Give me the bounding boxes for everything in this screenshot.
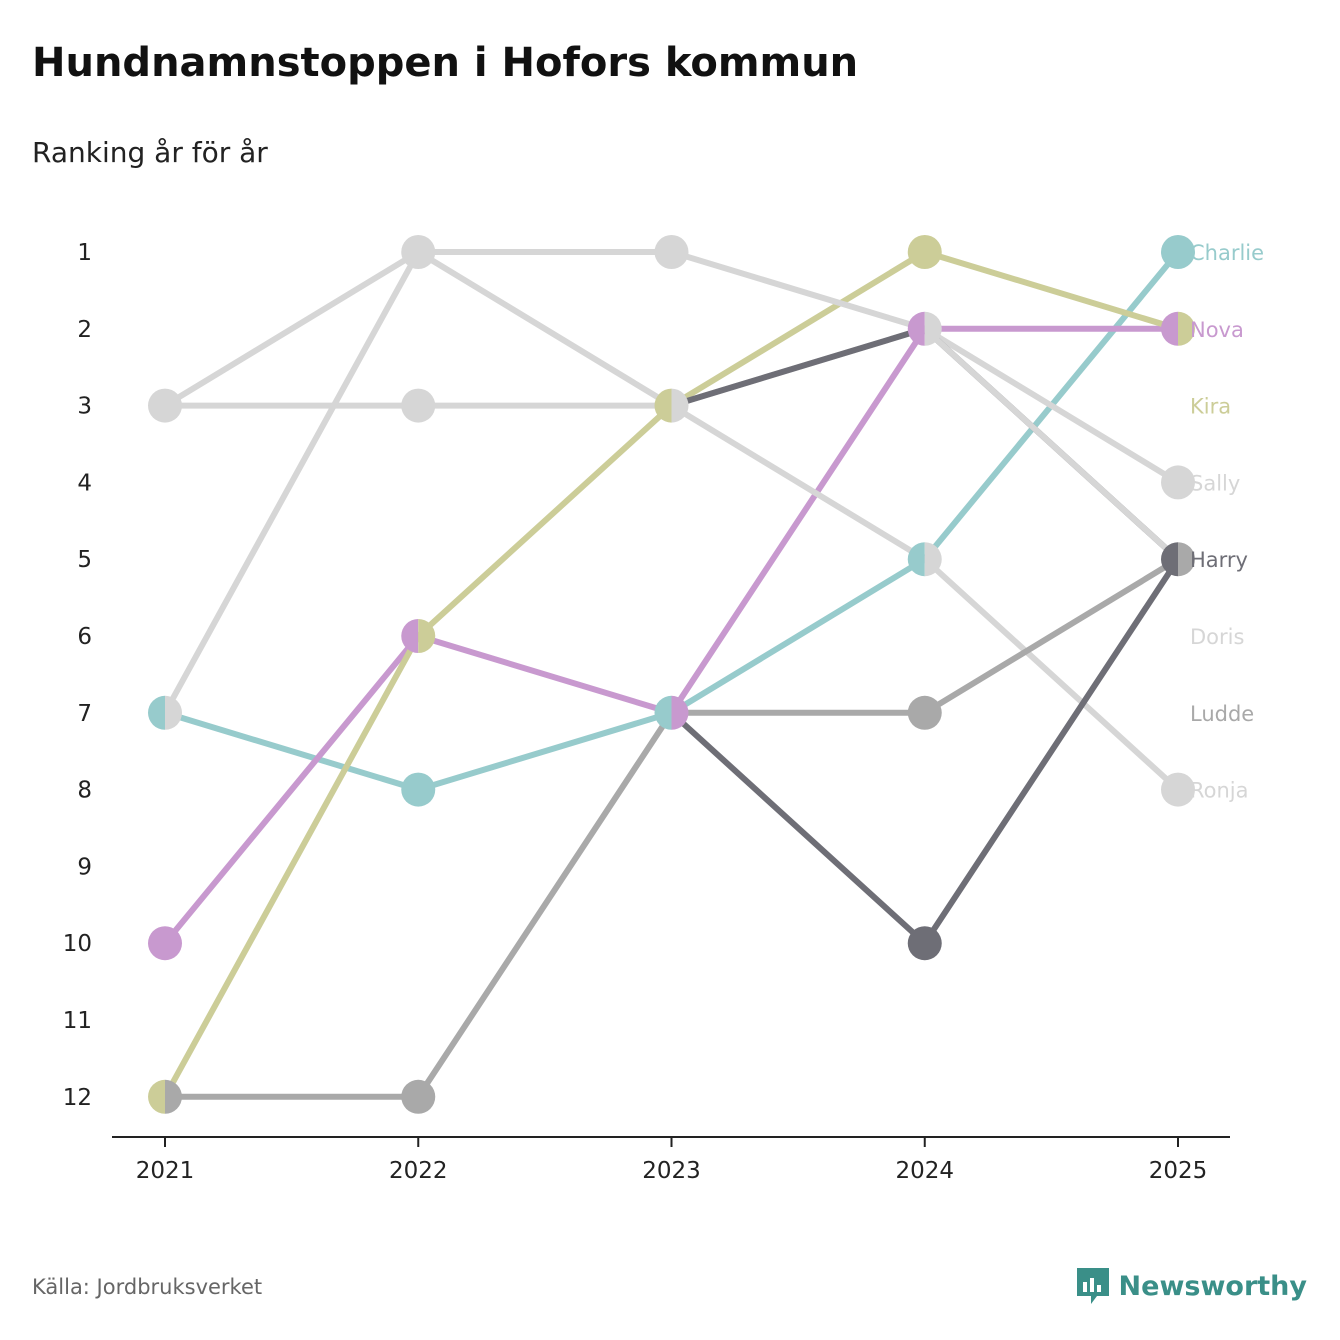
series-point-ludde-2022 — [401, 1079, 436, 1114]
series-point-harry-2024 — [907, 926, 942, 961]
series-point-nova-2022-right — [418, 619, 436, 653]
series-line-ludde — [162, 556, 1181, 1100]
series-point-ronja-2023 — [654, 235, 689, 269]
series-point-nova-2022-left — [401, 619, 419, 653]
series-label-sally: Sally — [1190, 471, 1240, 495]
y-tick-label: 5 — [77, 547, 92, 573]
series-label-ludde: Ludde — [1190, 702, 1254, 726]
series-label-ronja: Ronja — [1190, 779, 1249, 803]
x-tick-label: 2024 — [895, 1158, 954, 1184]
series-point-kira-2024 — [907, 235, 942, 269]
series-point-nova-2024-right — [924, 311, 942, 346]
series-point-charlie-2021-left — [148, 695, 165, 730]
series-point-charlie-2022 — [401, 772, 436, 807]
series-point-doris-2022 — [401, 235, 436, 269]
x-tick-label: 2021 — [136, 1158, 195, 1184]
series-point-kira-2021-right — [165, 1079, 182, 1114]
y-tick-label: 3 — [77, 394, 92, 420]
y-tick-label: 7 — [77, 701, 92, 727]
chart-logo-icon — [1076, 1268, 1109, 1304]
series-label-kira: Kira — [1190, 395, 1231, 419]
series-point-charlie-2023-left — [654, 695, 672, 730]
y-tick-label: 1 — [77, 240, 92, 266]
series-point-kira-2023 — [654, 388, 689, 423]
series-label-harry: Harry — [1190, 548, 1248, 572]
x-tick-label: 2025 — [1149, 1158, 1208, 1184]
series-point-nova-2024-left — [907, 311, 925, 346]
series-point-harry-2025-left — [1161, 542, 1178, 577]
series-line-harry — [668, 325, 1181, 563]
series-point-sally-2022 — [401, 388, 436, 423]
series-point-kira-2023-left — [654, 388, 672, 423]
chart-title: Hundnamnstoppen i Hofors kommun — [32, 40, 859, 86]
series-point-sally-2025 — [1161, 465, 1195, 500]
y-tick-label: 4 — [77, 470, 92, 496]
series-point-ludde-2024 — [907, 695, 942, 730]
source-note: Källa: Jordbruksverket — [32, 1275, 263, 1299]
series-point-nova-2025-left — [1161, 311, 1178, 346]
series-point-doris-2025 — [1161, 772, 1195, 807]
series-point-charlie-2021-right — [165, 695, 182, 730]
chart-subtitle: Ranking år för år — [32, 136, 268, 169]
series-point-charlie-2024-right — [924, 542, 942, 577]
series-point-charlie-2025 — [1161, 235, 1195, 269]
y-tick-label: 10 — [63, 931, 92, 957]
y-tick-label: 8 — [77, 778, 92, 804]
series-label-nova: Nova — [1190, 318, 1244, 342]
series-label-charlie: Charlie — [1190, 241, 1264, 265]
series-point-charlie-2023-right — [671, 695, 689, 730]
y-tick-label: 12 — [63, 1085, 92, 1111]
series-point-harry-2025-right — [1178, 542, 1195, 577]
y-tick-label: 2 — [77, 317, 92, 343]
series-point-sally-2021 — [148, 388, 182, 423]
series-point-charlie-2023 — [654, 695, 689, 730]
series-line-harry — [668, 556, 1181, 947]
series-point-kira-2021 — [148, 1079, 182, 1114]
y-tick-label: 9 — [77, 854, 92, 880]
series-point-harry-2025 — [1161, 542, 1195, 577]
series-point-charlie-2021 — [148, 695, 182, 730]
series-point-kira-2021-left — [148, 1079, 165, 1114]
series-point-nova-2022 — [401, 619, 436, 653]
y-tick-label: 6 — [77, 624, 92, 650]
series-point-kira-2023-right — [671, 388, 689, 423]
series-point-charlie-2024 — [907, 542, 942, 577]
y-tick-label: 11 — [63, 1008, 92, 1034]
series-point-nova-2024 — [907, 311, 942, 346]
brand-logo[interactable]: Newsworthy — [1075, 1266, 1307, 1306]
series-point-nova-2025-right — [1178, 311, 1195, 346]
series-point-nova-2025 — [1161, 311, 1195, 346]
series-point-charlie-2024-left — [907, 542, 925, 577]
series-line-kira — [162, 249, 1181, 1100]
series-label-doris: Doris — [1190, 625, 1244, 649]
x-tick-label: 2023 — [642, 1158, 701, 1184]
x-tick-label: 2022 — [389, 1158, 448, 1184]
series-point-nova-2021 — [148, 926, 182, 961]
brand-name: Newsworthy — [1118, 1270, 1307, 1302]
